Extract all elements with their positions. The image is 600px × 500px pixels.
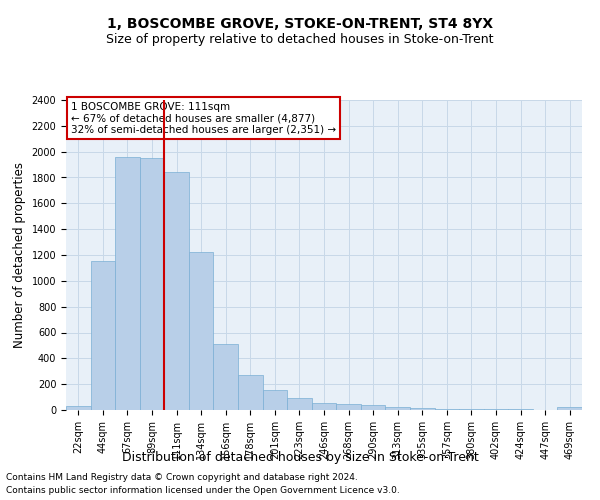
Bar — [91, 262, 115, 410]
Y-axis label: Number of detached properties: Number of detached properties — [13, 162, 26, 348]
Bar — [312, 403, 336, 410]
Bar — [189, 252, 214, 410]
Text: Distribution of detached houses by size in Stoke-on-Trent: Distribution of detached houses by size … — [122, 451, 478, 464]
Bar — [336, 404, 361, 410]
Bar — [164, 172, 189, 410]
Bar — [459, 409, 484, 410]
Bar — [361, 405, 385, 410]
Bar — [214, 344, 238, 410]
Bar — [66, 406, 91, 410]
Bar — [238, 375, 263, 410]
Text: Contains HM Land Registry data © Crown copyright and database right 2024.: Contains HM Land Registry data © Crown c… — [6, 474, 358, 482]
Bar — [557, 408, 582, 410]
Bar — [263, 390, 287, 410]
Bar — [434, 408, 459, 410]
Bar — [115, 157, 140, 410]
Bar — [287, 398, 312, 410]
Text: 1 BOSCOMBE GROVE: 111sqm
← 67% of detached houses are smaller (4,877)
32% of sem: 1 BOSCOMBE GROVE: 111sqm ← 67% of detach… — [71, 102, 336, 134]
Text: Contains public sector information licensed under the Open Government Licence v3: Contains public sector information licen… — [6, 486, 400, 495]
Bar — [140, 158, 164, 410]
Bar — [410, 408, 434, 410]
Bar — [385, 408, 410, 410]
Text: 1, BOSCOMBE GROVE, STOKE-ON-TRENT, ST4 8YX: 1, BOSCOMBE GROVE, STOKE-ON-TRENT, ST4 8… — [107, 18, 493, 32]
Text: Size of property relative to detached houses in Stoke-on-Trent: Size of property relative to detached ho… — [106, 32, 494, 46]
